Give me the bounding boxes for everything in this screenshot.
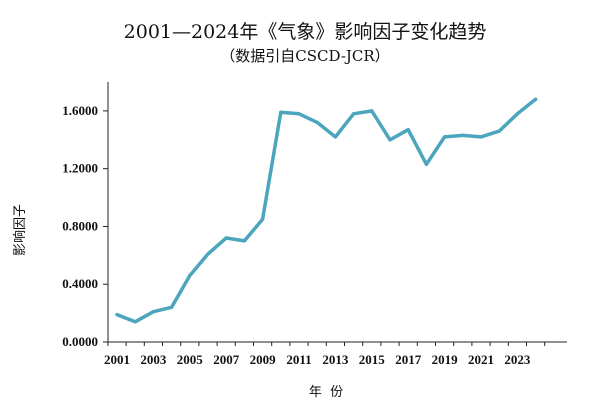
data-point-2015 (370, 109, 374, 113)
data-point-2017 (406, 128, 410, 132)
x-axis-label: 年 份 (309, 385, 343, 400)
data-point-2005 (188, 273, 192, 278)
data-point-2002 (133, 320, 137, 324)
data-point-2012 (315, 120, 319, 125)
y-tick-label: 0.8000 (62, 218, 98, 233)
data-point-2009 (261, 217, 265, 221)
data-point-2004 (170, 305, 174, 309)
chart-title: 2001—2024年《气象》影响因子变化趋势 (124, 21, 487, 43)
data-point-2011 (297, 112, 301, 116)
y-tick-label: 1.2000 (62, 161, 98, 176)
data-point-2018 (424, 162, 428, 166)
x-tick-label: 2003 (140, 352, 167, 367)
x-tick-label: 2013 (322, 352, 349, 367)
axis-ticks: 0.0000 0.4000 0.8000 1.2000 1.6000 2001 2003 20… (62, 103, 546, 367)
impact-factor-line (115, 97, 538, 324)
x-tick-label: 2017 (395, 352, 422, 367)
x-tick-label: 2007 (213, 352, 240, 367)
x-tick-label: 2015 (359, 352, 386, 367)
x-tick-label: 2023 (504, 352, 531, 367)
x-tick-label: 2001 (104, 352, 130, 367)
data-point-2014 (352, 112, 356, 116)
y-tick-label: 0.4000 (62, 276, 98, 291)
data-point-2006 (206, 252, 210, 256)
x-tick-label: 2021 (468, 352, 494, 367)
data-point-2021 (479, 135, 483, 139)
x-tick-label: 2011 (286, 352, 311, 367)
y-tick-label: 0.0000 (62, 334, 98, 349)
y-axis-label: 影响因子 (12, 204, 28, 256)
data-point-2020 (461, 133, 465, 138)
data-point-2003 (151, 310, 155, 314)
data-point-2010 (279, 110, 283, 114)
data-point-2013 (333, 135, 337, 139)
data-point-2001 (115, 312, 119, 317)
data-point-2019 (443, 135, 447, 139)
x-tick-label: 2019 (432, 352, 459, 367)
data-point-2024 (534, 97, 538, 101)
data-point-2016 (388, 138, 392, 142)
data-point-2008 (242, 239, 246, 243)
chart-subtitle: （数据引自CSCD-JCR） (220, 47, 389, 65)
data-point-2007 (224, 236, 228, 240)
series-layer (115, 97, 538, 324)
data-point-2023 (515, 112, 520, 116)
data-point-2022 (497, 129, 501, 133)
x-tick-label: 2005 (177, 352, 204, 367)
y-tick-label: 1.6000 (62, 103, 98, 118)
x-tick-label: 2009 (250, 352, 277, 367)
